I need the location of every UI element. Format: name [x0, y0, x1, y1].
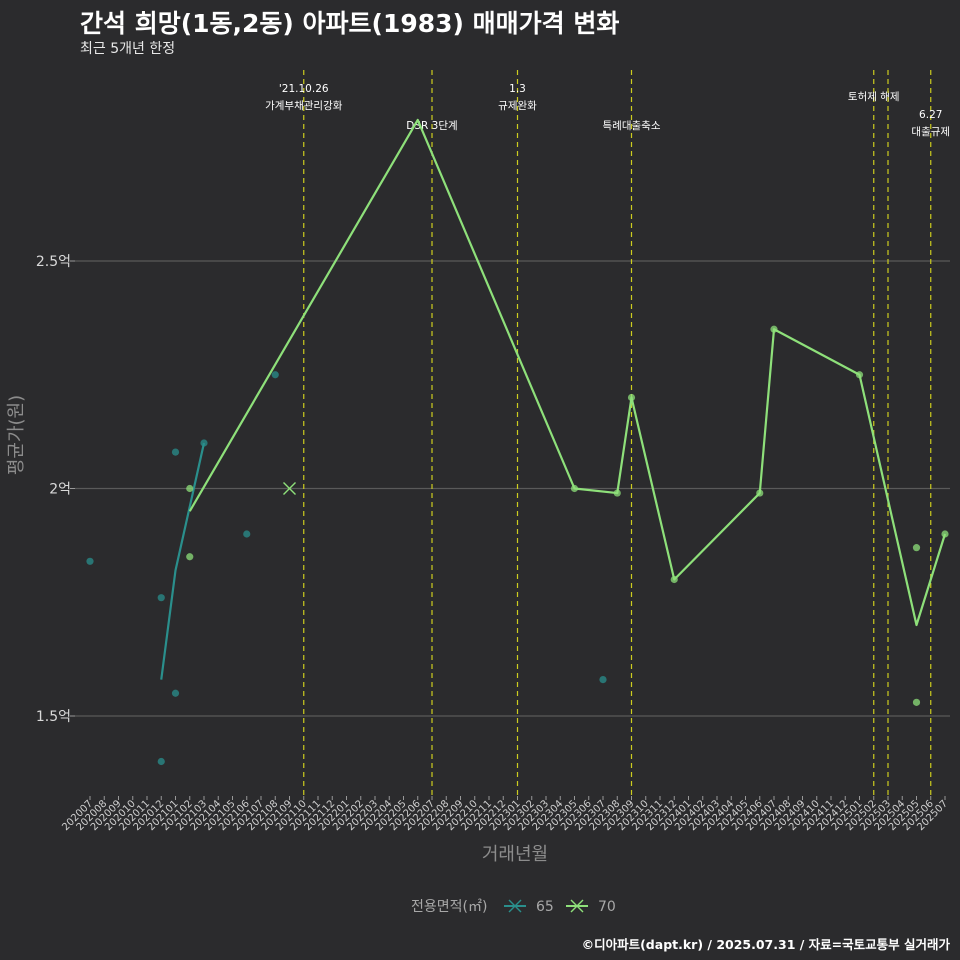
cross-stroke [283, 482, 296, 495]
data-point-65 [86, 557, 94, 565]
axis-layer: 1.5억2억2.5억202007202008202009202010202011… [36, 254, 950, 833]
chart-subtitle: 최근 5개년 한정 [80, 41, 176, 57]
y-tick-label: 2.5억 [36, 254, 71, 270]
data-point-70 [855, 371, 864, 379]
legend-swatch-cross [508, 899, 522, 913]
data-point-65 [200, 439, 208, 447]
event-annotation: 가계부채관리강화 [265, 100, 343, 112]
data-point-65 [157, 757, 165, 766]
data-point-65 [157, 594, 165, 602]
y-tick-label: 1.5억 [36, 709, 71, 725]
legend: 전용면적(㎡) 65 70 [411, 899, 616, 915]
data-point-70 [613, 489, 621, 497]
data-point-70 [912, 544, 921, 552]
legend-label: 70 [598, 899, 616, 915]
event-annotation: 대출규제 [911, 126, 950, 138]
data-point-70 [186, 484, 194, 493]
series-layer [86, 118, 949, 766]
data-point-70 [670, 575, 678, 584]
y-axis-title: 평균가(원) [6, 395, 27, 475]
legend-title: 전용면적(㎡) [411, 899, 487, 915]
data-point-65 [271, 371, 279, 379]
event-annotation: '21.10.26 [279, 83, 329, 95]
event-annotation: 토허제 해제 [848, 90, 900, 103]
data-point-70 [570, 484, 579, 493]
source-caption: ©디아파트(dapt.kr) / 2025.07.31 / 자료=국토교통부 실… [581, 937, 950, 952]
data-point-65 [171, 448, 180, 456]
data-point-70 [186, 553, 194, 561]
data-point-70 [912, 698, 921, 706]
legend-item-65: 65 [504, 899, 554, 915]
grid-layer [75, 260, 950, 717]
series-line-70 [188, 118, 947, 627]
data-point-70 [770, 325, 778, 333]
event-annotation: 특례대출축소 [603, 120, 661, 132]
legend-item-70: 70 [566, 899, 616, 915]
data-point-65 [171, 689, 180, 697]
data-point-cross-70 [283, 482, 296, 495]
y-tick-label: 2억 [49, 482, 71, 498]
data-point-65 [599, 676, 607, 684]
x-axis-title: 거래년월 [482, 844, 548, 865]
data-point-70 [627, 393, 636, 402]
data-point-65 [243, 530, 251, 538]
legend-swatch-cross [570, 899, 584, 913]
legend-label: 65 [536, 899, 554, 915]
event-annotation: 1.3 [509, 83, 526, 95]
series-line-65 [160, 442, 206, 680]
chart-title: 간석 희망(1동,2동) 아파트(1983) 매매가격 변화 [80, 9, 620, 38]
data-point-70 [941, 530, 949, 538]
data-point-70 [756, 489, 764, 497]
event-annotation: 규제완화 [498, 99, 537, 112]
event-annotation: 6.27 [919, 109, 942, 121]
